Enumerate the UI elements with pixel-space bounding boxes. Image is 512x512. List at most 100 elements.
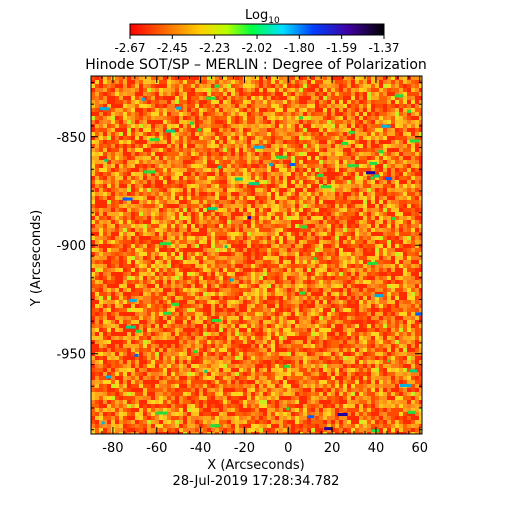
- heatmap-cell: [179, 136, 183, 140]
- heatmap-cell: [303, 184, 307, 188]
- heatmap-cell: [311, 84, 315, 88]
- heatmap-cell: [291, 236, 295, 240]
- heatmap-cell: [407, 196, 411, 200]
- heatmap-cell: [319, 80, 323, 84]
- heatmap-cell: [315, 172, 319, 176]
- heatmap-cell: [155, 292, 159, 296]
- heatmap-cell: [191, 336, 195, 340]
- heatmap-cell: [195, 128, 199, 132]
- heatmap-cell: [123, 260, 127, 264]
- heatmap-cell: [211, 184, 215, 188]
- heatmap-cell: [207, 288, 211, 292]
- heatmap-cell: [371, 144, 375, 148]
- heatmap-cell: [283, 276, 287, 280]
- heatmap-cell: [227, 96, 231, 100]
- heatmap-cell: [343, 288, 347, 292]
- heatmap-cell: [127, 336, 131, 340]
- heatmap-cell: [183, 184, 187, 188]
- heatmap-cell: [415, 252, 419, 256]
- heatmap-cell: [315, 328, 319, 332]
- heatmap-cell: [139, 288, 143, 292]
- heatmap-cell: [187, 316, 191, 320]
- heatmap-cell: [167, 92, 171, 96]
- heatmap-cell: [235, 340, 239, 344]
- heatmap-cell: [331, 168, 335, 172]
- heatmap-cell: [183, 100, 187, 104]
- heatmap-cell: [295, 116, 299, 120]
- heatmap-cell: [283, 88, 287, 92]
- heatmap-cell: [299, 240, 303, 244]
- heatmap-cell: [271, 236, 275, 240]
- heatmap-cell: [267, 112, 271, 116]
- heatmap-cell: [287, 120, 291, 124]
- heatmap-cell: [111, 344, 115, 348]
- heatmap-cell: [251, 232, 255, 236]
- heatmap-cell: [283, 304, 287, 308]
- heatmap-cell: [271, 336, 275, 340]
- heatmap-cell: [235, 320, 239, 324]
- heatmap-cell: [195, 136, 199, 140]
- heatmap-cell: [115, 244, 119, 248]
- heatmap-cell: [395, 176, 399, 180]
- heatmap-cell: [343, 264, 347, 268]
- heatmap-cell: [179, 76, 183, 80]
- heatmap-cell: [171, 340, 175, 344]
- heatmap-cell: [151, 284, 155, 288]
- heatmap-cell: [335, 300, 339, 304]
- heatmap-cell: [383, 312, 387, 316]
- heatmap-cell: [139, 220, 143, 224]
- heatmap-cell: [303, 220, 307, 224]
- heatmap-cell: [255, 164, 259, 168]
- heatmap-cell: [419, 140, 422, 144]
- heatmap-cell: [175, 336, 179, 340]
- heatmap-cell: [391, 336, 395, 340]
- heatmap-cell: [387, 324, 391, 328]
- heatmap-cell: [291, 220, 295, 224]
- heatmap-cell: [99, 264, 103, 268]
- heatmap-cell: [415, 96, 419, 100]
- heatmap-cell: [171, 280, 175, 284]
- heatmap-cell: [379, 208, 383, 212]
- heatmap-cell: [351, 128, 355, 132]
- heatmap-cell: [235, 252, 239, 256]
- heatmap-cell: [331, 236, 335, 240]
- heatmap-cell: [163, 304, 167, 308]
- heatmap-cell: [387, 268, 391, 272]
- heatmap-cell: [307, 108, 311, 112]
- heatmap-cell: [311, 128, 315, 132]
- heatmap-cell: [339, 244, 343, 248]
- heatmap-cell: [355, 96, 359, 100]
- heatmap-cell: [247, 240, 251, 244]
- heatmap-cell: [319, 256, 323, 260]
- heatmap-cell: [415, 152, 419, 156]
- heatmap-cell: [143, 144, 147, 148]
- heatmap-cell: [415, 204, 419, 208]
- heatmap-cell: [327, 240, 331, 244]
- heatmap-cell: [199, 240, 203, 244]
- heatmap-cell: [115, 164, 119, 168]
- heatmap-cell: [127, 168, 131, 172]
- heatmap-cell: [203, 108, 207, 112]
- heatmap-cell: [171, 248, 175, 252]
- heatmap-cell: [411, 320, 415, 324]
- heatmap-cell: [311, 224, 315, 228]
- heatmap-cell: [247, 224, 251, 228]
- heatmap-cell: [131, 276, 135, 280]
- heatmap-cell: [143, 104, 147, 108]
- heatmap-cell: [163, 328, 167, 332]
- heatmap-cell: [251, 268, 255, 272]
- heatmap-cell: [355, 124, 359, 128]
- heatmap-cell: [239, 88, 243, 92]
- heatmap-cell: [375, 112, 379, 116]
- heatmap-cell: [359, 120, 363, 124]
- heatmap-cell: [219, 88, 223, 92]
- heatmap-cell: [339, 132, 343, 136]
- heatmap-cell: [147, 252, 151, 256]
- heatmap-cell: [367, 140, 371, 144]
- heatmap-cell: [267, 264, 271, 268]
- heatmap-cell: [251, 96, 255, 100]
- heatmap-cell: [267, 300, 271, 304]
- heatmap-cell: [299, 316, 303, 320]
- heatmap-cell: [287, 264, 291, 268]
- heatmap-cell: [335, 240, 339, 244]
